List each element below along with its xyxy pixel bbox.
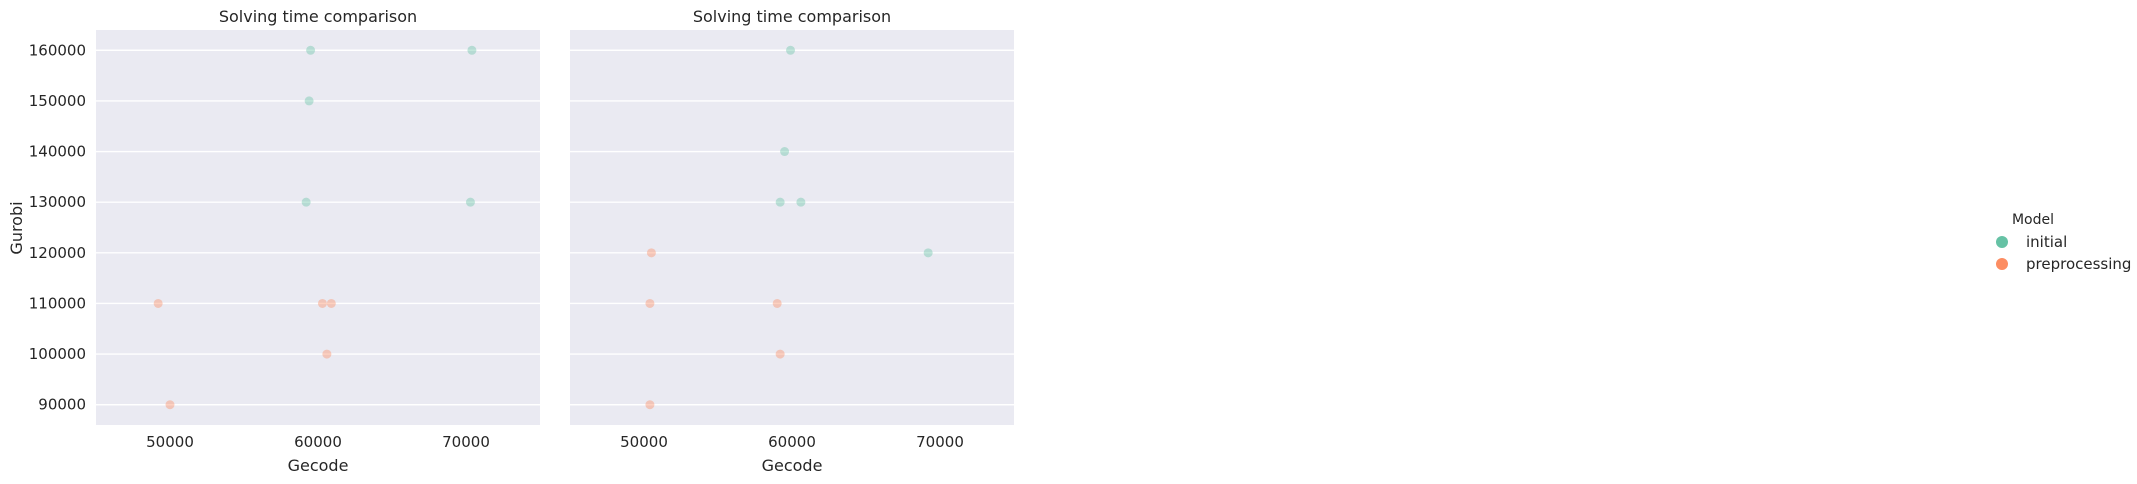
point-preprocessing <box>645 400 655 410</box>
y-axis-label-left: Gurobi <box>7 201 26 254</box>
panel-right: 50000 60000 70000 Solving time comparison … <box>570 7 1014 475</box>
x-axis-label-right: Gecode <box>762 456 823 475</box>
y-tick-label: 130000 <box>29 193 86 211</box>
y-tick-label: 160000 <box>29 41 86 59</box>
legend-label-initial: initial <box>2026 233 2067 251</box>
legend-label-preprocessing: preprocessing <box>2026 255 2131 273</box>
point-preprocessing <box>646 248 656 258</box>
point-initial <box>465 197 475 207</box>
point-initial <box>301 197 311 207</box>
x-tick-label: 60000 <box>294 433 342 451</box>
y-ticks-left: 90000 100000 110000 120000 130000 140000 15000… <box>29 41 86 413</box>
y-tick-label: 140000 <box>29 143 86 161</box>
plot-area-left <box>96 30 540 425</box>
panel-left: 50000 60000 70000 90000 100000 110000 120000 1… <box>7 7 540 475</box>
y-tick-label: 110000 <box>29 294 86 312</box>
x-tick-label: 70000 <box>916 433 964 451</box>
x-tick-label: 70000 <box>442 433 490 451</box>
point-preprocessing <box>645 298 655 308</box>
x-tick-label: 50000 <box>620 433 668 451</box>
x-tick-label: 50000 <box>146 433 194 451</box>
point-initial <box>923 248 933 258</box>
point-initial <box>796 197 806 207</box>
point-preprocessing <box>317 298 327 308</box>
y-tick-label: 150000 <box>29 92 86 110</box>
point-preprocessing <box>775 349 785 359</box>
point-initial <box>780 147 790 157</box>
point-preprocessing <box>322 349 332 359</box>
legend-marker-initial <box>1996 236 2008 248</box>
point-initial <box>306 45 316 55</box>
point-preprocessing <box>326 298 336 308</box>
point-preprocessing <box>772 298 782 308</box>
point-initial <box>775 197 785 207</box>
legend: Model initial preprocessing <box>1996 212 2131 273</box>
point-initial <box>786 45 796 55</box>
legend-marker-preprocessing <box>1996 258 2008 270</box>
x-ticks-left: 50000 60000 70000 <box>146 433 490 451</box>
point-initial <box>467 45 477 55</box>
y-tick-label: 100000 <box>29 345 86 363</box>
x-tick-label: 60000 <box>768 433 816 451</box>
gridlines-right <box>570 49 1014 406</box>
plot-area-right <box>570 30 1014 425</box>
point-preprocessing <box>153 298 163 308</box>
y-tick-label: 120000 <box>29 244 86 262</box>
point-initial <box>304 96 314 106</box>
x-ticks-right: 50000 60000 70000 <box>620 433 964 451</box>
points-right <box>645 45 933 410</box>
gridlines-left <box>96 49 540 406</box>
point-preprocessing <box>165 400 175 410</box>
legend-title: Model <box>2012 212 2054 228</box>
x-axis-label-left: Gecode <box>288 456 349 475</box>
chart-title-right: Solving time comparison <box>693 7 891 26</box>
y-tick-label: 90000 <box>38 396 86 414</box>
points-left <box>153 45 477 410</box>
chart-title-left: Solving time comparison <box>219 7 417 26</box>
